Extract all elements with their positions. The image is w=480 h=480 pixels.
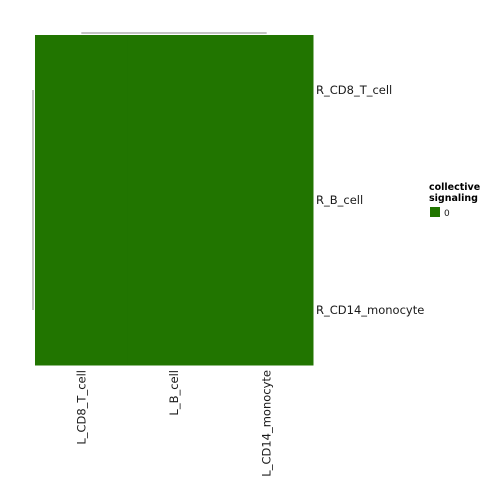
column-label: L_CD14_monocyte bbox=[260, 370, 274, 477]
heatmap-cell bbox=[127, 35, 221, 146]
legend-entry-label: 0 bbox=[444, 209, 450, 219]
heatmap-cell bbox=[127, 145, 221, 256]
heatmap-cell bbox=[220, 35, 314, 146]
heatmap-cell bbox=[220, 145, 314, 256]
heatmap-cell bbox=[35, 145, 129, 256]
column-labels: L_CD8_T_cell L_B_cell L_CD14_monocyte bbox=[74, 370, 273, 477]
legend-title-line-1: collective bbox=[429, 182, 480, 193]
heatmap-cells bbox=[35, 35, 314, 366]
heatmap-cell bbox=[35, 35, 129, 146]
row-label: R_CD8_T_cell bbox=[316, 83, 392, 97]
heatmap-cell bbox=[220, 255, 314, 366]
legend: collective signaling 0 bbox=[429, 182, 480, 219]
row-label: R_CD14_monocyte bbox=[316, 303, 424, 317]
row-labels: R_CD8_T_cell R_B_cell R_CD14_monocyte bbox=[316, 83, 424, 317]
heatmap-cell bbox=[127, 255, 221, 366]
row-label: R_B_cell bbox=[316, 193, 363, 207]
legend-title-line-2: signaling bbox=[429, 193, 478, 204]
column-label: L_CD8_T_cell bbox=[74, 370, 88, 445]
legend-swatch bbox=[430, 207, 440, 217]
column-label: L_B_cell bbox=[167, 370, 181, 416]
heatmap-cell bbox=[35, 255, 129, 366]
